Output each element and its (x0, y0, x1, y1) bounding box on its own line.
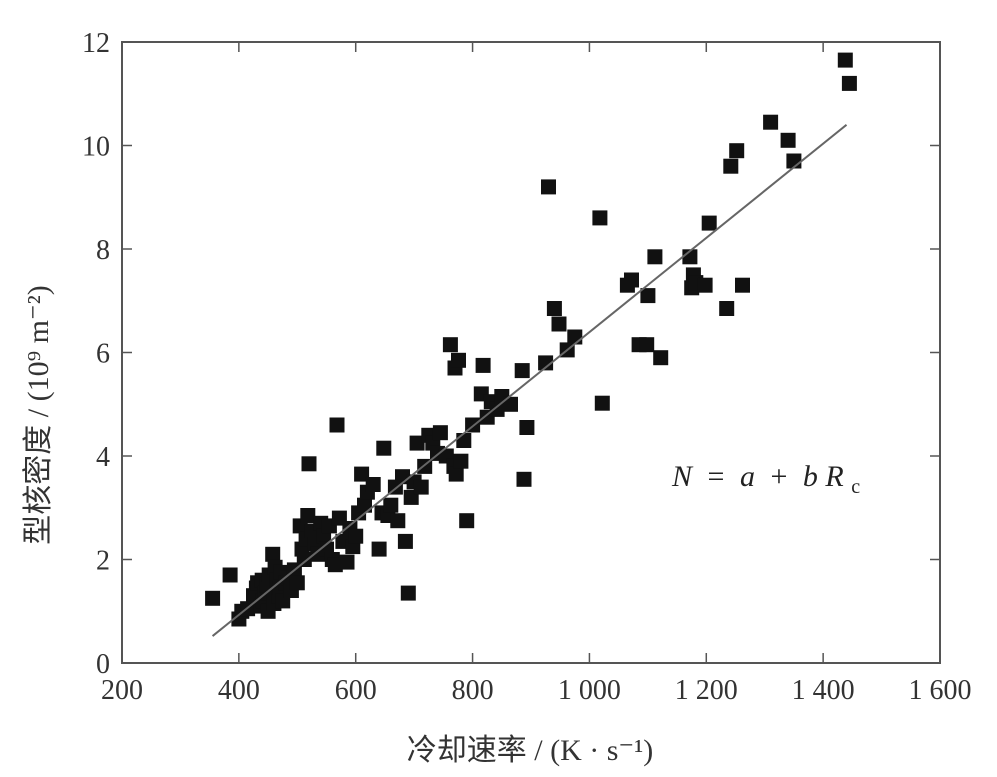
equation-n: N (671, 460, 694, 493)
x-axis-title: 冷却速率 / (K · s⁻¹) (407, 734, 653, 767)
data-point (653, 350, 669, 366)
data-point (503, 396, 518, 412)
data-point (475, 357, 491, 373)
data-point (456, 433, 472, 448)
equation-plus: + (770, 460, 787, 493)
y-tick-label: 6 (96, 339, 110, 370)
data-point (432, 425, 448, 441)
data-point (409, 435, 425, 451)
data-point (397, 533, 413, 549)
y-tick-label: 8 (96, 235, 110, 266)
equation-r: R (824, 460, 843, 493)
data-point (519, 420, 535, 435)
data-point (735, 277, 750, 293)
data-point (837, 52, 853, 68)
data-point (451, 352, 466, 368)
plot-area (205, 52, 857, 637)
data-point (348, 528, 364, 544)
data-point (541, 179, 556, 195)
data-point (265, 546, 281, 562)
equation-b: b (803, 460, 818, 493)
data-point (329, 417, 345, 433)
data-point (701, 215, 717, 231)
equation-a: a (740, 460, 755, 493)
data-point (514, 363, 530, 379)
data-point (841, 75, 857, 91)
data-point (289, 575, 305, 591)
x-tick-label: 600 (335, 675, 377, 706)
data-point (205, 590, 221, 606)
data-point (594, 395, 610, 411)
y-tick-label: 4 (96, 442, 110, 473)
data-point (763, 114, 779, 130)
axes: 200 400 600 800 1 000 1 200 1 400 1 600 0 2 4 6 8 10 1… (82, 28, 972, 706)
data-point (371, 541, 387, 557)
data-point (300, 508, 316, 523)
data-point (567, 329, 583, 345)
data-point (639, 337, 655, 353)
data-point (546, 301, 562, 316)
x-tick-label: 400 (218, 675, 260, 706)
data-point (538, 355, 554, 371)
data-point (383, 497, 399, 513)
data-point (448, 466, 464, 482)
data-point (442, 337, 458, 353)
model-equation: N = a + b R c (671, 460, 860, 498)
equation-subscript: c (851, 476, 860, 498)
data-point (413, 479, 429, 495)
data-point (640, 288, 656, 304)
data-point (551, 316, 567, 332)
x-tick-label: 1 400 (792, 675, 855, 706)
data-point (354, 466, 370, 482)
fit-line (211, 124, 848, 637)
y-tick-label: 2 (96, 546, 110, 577)
data-point (489, 401, 505, 417)
x-tick-label: 800 (452, 675, 494, 706)
data-point (390, 513, 406, 529)
data-point (327, 557, 343, 573)
data-point (697, 277, 713, 293)
data-point (376, 440, 392, 456)
data-point (301, 456, 317, 472)
data-point (365, 477, 381, 492)
data-point (400, 585, 416, 601)
data-point (459, 513, 475, 529)
data-point (339, 554, 355, 570)
data-point (453, 453, 469, 469)
plot-frame (121, 41, 941, 664)
data-point (729, 143, 745, 159)
y-tick-label: 0 (96, 649, 110, 680)
x-tick-label: 200 (101, 675, 143, 706)
y-axis-title: 型核密度 / (10⁹ m⁻²) (22, 285, 55, 544)
x-tick-label: 1 000 (558, 675, 621, 706)
data-point (516, 471, 532, 487)
data-point (647, 249, 663, 265)
data-point (296, 552, 312, 567)
equation-equals: = (708, 460, 725, 493)
data-point (719, 301, 735, 316)
y-tick-label: 10 (82, 132, 110, 163)
y-tick-label: 12 (82, 28, 110, 59)
data-point (624, 272, 639, 288)
x-tick-label: 1 600 (909, 675, 972, 706)
data-point (592, 210, 608, 226)
data-point (723, 158, 739, 174)
data-point (222, 567, 238, 583)
x-tick-label: 1 200 (675, 675, 738, 706)
data-point (780, 132, 796, 148)
data-point (357, 497, 372, 513)
